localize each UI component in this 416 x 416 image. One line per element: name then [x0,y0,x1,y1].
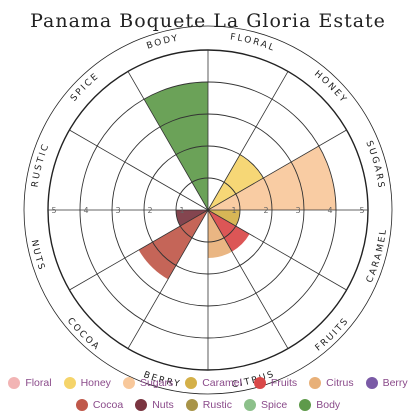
legend-swatch [185,377,198,389]
category-label-floral: FLORAL [229,32,276,54]
legend-item-cocoa[interactable]: Cocoa [75,399,124,411]
legend-label: Sugars [139,377,174,389]
legend-item-floral[interactable]: Floral [8,377,52,389]
radial-tick-label: 2 [263,206,268,215]
legend-swatch [243,399,256,411]
radial-tick-label: 4 [327,206,332,215]
legend-item-honey[interactable]: Honey [63,377,111,389]
legend-label: Body [316,399,341,411]
legend-label: Citrus [326,377,354,389]
category-label-fruits: FRUITS [314,316,352,354]
category-label-spice: SPICE [69,71,102,104]
legend-row: Floral Honey Sugars Caramel Fruits Citrus Berr… [0,372,416,394]
legend-label: Cocoa [92,399,124,411]
outer-ring [23,25,393,395]
radial-tick-label: 1 [179,206,184,215]
bar-caramel [208,210,240,226]
bar-honey [208,154,264,210]
category-label-caramel: CARAMEL [365,227,389,284]
legend-label: Caramel [202,377,242,389]
legend-swatch [299,399,312,411]
radial-tick-label: 3 [115,206,120,215]
legend-swatch [122,377,135,389]
legend-swatch [8,377,21,389]
category-label-nuts: NUTS [29,239,47,273]
chart-grid [23,25,393,395]
legend-label: Nuts [152,399,174,411]
radial-tick-label: 5 [359,206,364,215]
legend-item-berry[interactable]: Berry [365,377,408,389]
grid-spoke [207,71,289,211]
category-label-cocoa: COCOA [65,316,102,353]
legend-swatch [253,377,266,389]
grid-spoke [207,209,347,291]
legend-item-body[interactable]: Body [299,399,340,411]
grid-spoke [127,71,209,211]
grid-spoke [127,209,209,349]
grid-spoke [207,129,347,211]
radial-tick-label: 4 [83,206,88,215]
radial-tick-label: 3 [295,206,300,215]
grid-spoke [207,209,289,349]
radial-tick-label: 2 [147,206,152,215]
legend-label: Rustic [202,399,232,411]
legend-item-fruits[interactable]: Fruits [253,377,298,389]
legend-row: Cocoa Nuts Rustic Spice Body [0,394,416,416]
chart-title: Panama Boquete La Gloria Estate [30,10,386,32]
legend-item-rustic[interactable]: Rustic [185,399,232,411]
radial-tick-label: 1 [231,206,236,215]
bar-sugars [208,146,336,210]
legend-swatch [75,399,88,411]
legend-label: Spice [260,399,288,411]
grid-spoke [69,129,209,211]
legend-item-sugars[interactable]: Sugars [122,377,174,389]
legend-item-spice[interactable]: Spice [243,399,288,411]
legend-item-caramel[interactable]: Caramel [185,377,242,389]
chart-legend: Floral Honey Sugars Caramel Fruits Citrus Berr… [0,372,416,416]
category-label-sugars: SUGARS [363,139,385,190]
bar-nuts [176,210,208,226]
legend-swatch [365,377,378,389]
category-label-body: BODY [145,33,180,51]
legend-label: Fruits [270,377,298,389]
category-label-honey: HONEY [312,69,349,106]
legend-label: Floral [25,377,52,389]
legend-item-citrus[interactable]: Citrus [309,377,354,389]
legend-swatch [135,399,148,411]
chart-bars [138,82,336,280]
bar-body [144,82,208,210]
radial-tick-label: 5 [51,206,56,215]
bar-fruits [208,210,250,252]
legend-swatch [63,377,76,389]
legend-swatch [309,377,322,389]
category-label-rustic: RUSTIC [31,142,52,188]
legend-swatch [185,399,198,411]
grid-spoke [69,209,209,291]
legend-label: Honey [80,377,111,389]
bar-citrus [208,210,232,258]
legend-item-nuts[interactable]: Nuts [135,399,174,411]
bar-cocoa [138,210,208,280]
legend-label: Berry [382,377,408,389]
radial-tick-labels: 1 1 2 2 3 3 4 4 5 5 [51,206,364,215]
